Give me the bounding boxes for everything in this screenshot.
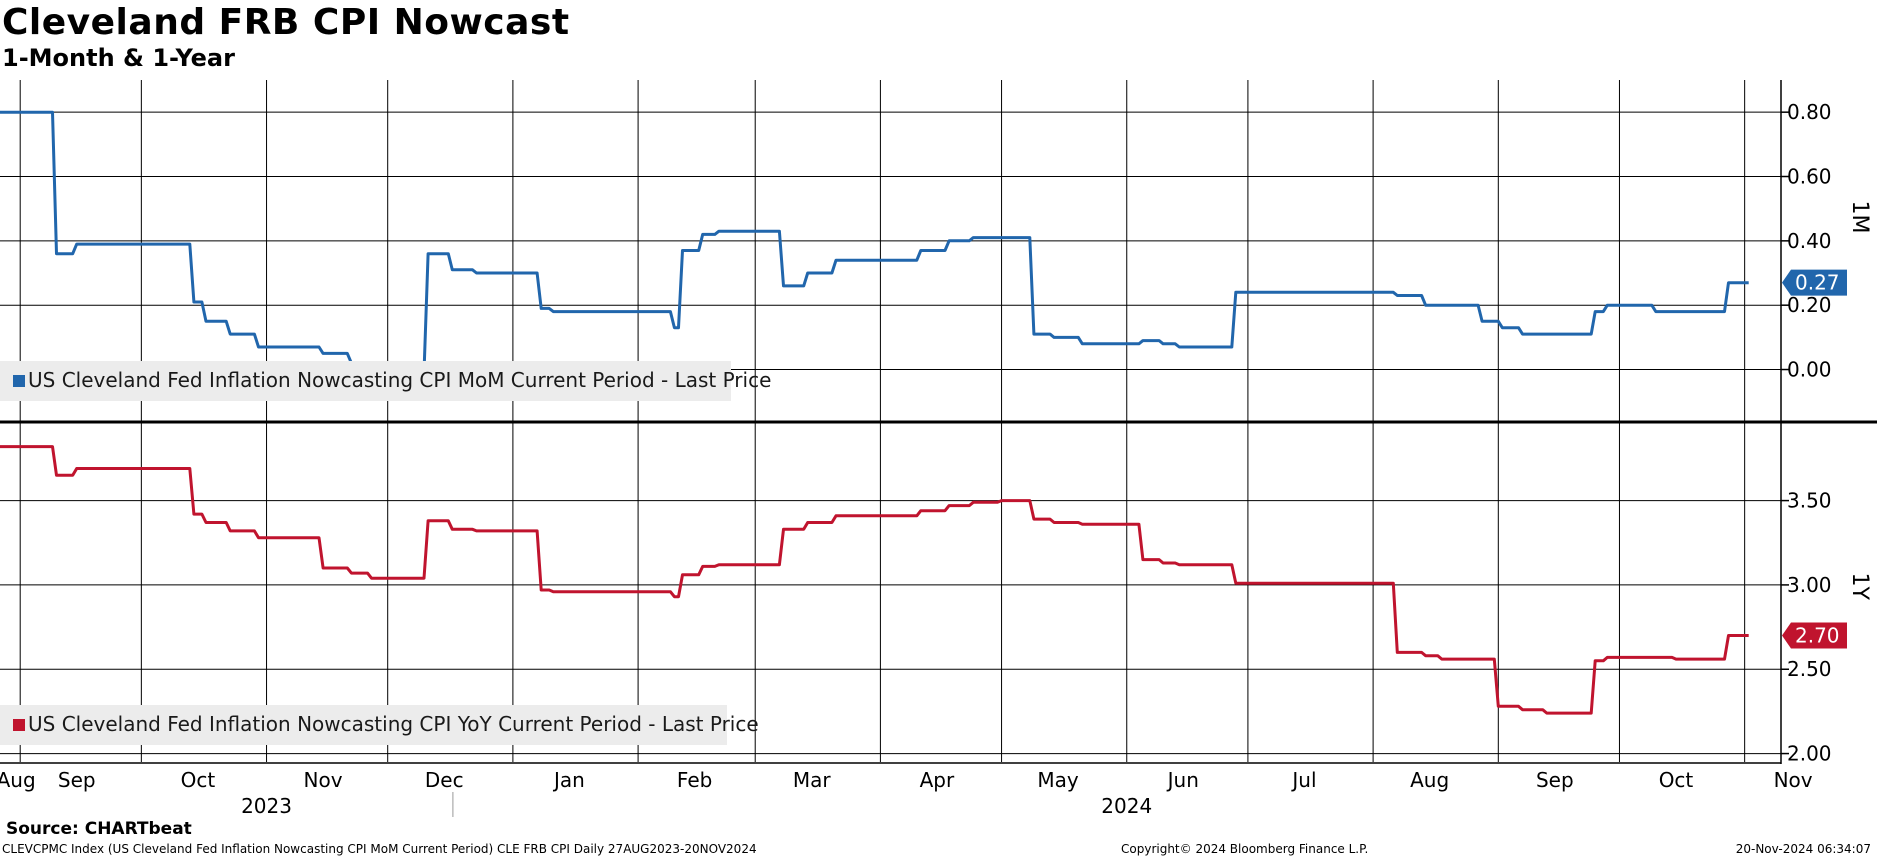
yoy-panel-label: 1Y [1847,573,1872,601]
x-month-label-10: Jun [1166,768,1199,792]
mom-last-value-tag [1782,269,1847,296]
yoy-legend-text: US Cleveland Fed Inflation Nowcasting CP… [28,712,759,736]
yoy-ytick-label-1: 3.00 [1787,573,1832,597]
yoy-last-value-label: 2.70 [1795,624,1840,648]
x-month-label-2: Oct [181,768,216,792]
x-month-label-14: Oct [1659,768,1694,792]
x-month-label-6: Feb [677,768,712,792]
yoy-series-line [0,445,1749,715]
yoy-legend-box [0,705,727,745]
yoy-ytick-label-0: 3.50 [1787,489,1832,513]
mom-ytick-label-3: 0.20 [1787,293,1832,317]
x-year-label-0: 2023 [241,794,292,818]
mom-ytick-label-4: 0.00 [1787,358,1832,382]
yoy-ytick-label-2: 2.50 [1787,657,1832,681]
x-month-label-9: May [1037,768,1079,792]
mom-series-line [0,110,1749,375]
mom-legend-box [0,361,731,401]
x-month-label-7: Mar [793,768,832,792]
x-month-label-15: Nov [1774,768,1813,792]
footer-index-description: CLEVCPMC Index (US Cleveland Fed Inflati… [2,842,757,856]
mom-legend-swatch [13,375,25,387]
x-month-label-1: Sep [58,768,96,792]
mom-ytick-label-0: 0.80 [1787,100,1832,124]
x-month-label-12: Aug [1410,768,1449,792]
mom-ytick-label-2: 0.40 [1787,229,1832,253]
mom-panel-label: 1M [1847,201,1872,234]
mom-ytick-label-1: 0.60 [1787,165,1832,189]
footer-timestamp: 20-Nov-2024 06:34:07 [1735,842,1871,856]
cpi-nowcast-chart: 0.80 0.60 0.40 0.20 0.00 0.27 1M US Cleveland F… [0,80,1877,818]
x-month-label-13: Sep [1536,768,1574,792]
footer-copyright: Copyright© 2024 Bloomberg Finance L.P. [1121,842,1369,856]
chart-subtitle: 1-Month & 1-Year [2,44,235,72]
source-note: Source: CHARTbeat [6,819,192,839]
mom-last-value-label: 0.27 [1795,271,1840,295]
chart-title: Cleveland FRB CPI Nowcast [2,2,570,43]
mom-legend-text: US Cleveland Fed Inflation Nowcasting CP… [28,368,771,392]
yoy-last-value-tag [1782,622,1847,649]
x-month-label-4: Dec [425,768,464,792]
x-month-label-8: Apr [920,768,955,792]
x-month-label-11: Jul [1290,768,1316,792]
x-month-label-5: Jan [552,768,585,792]
yoy-ytick-label-3: 2.00 [1787,742,1832,766]
yoy-legend-swatch [13,719,25,731]
x-month-label-0: Aug [0,768,36,792]
x-year-label-1: 2024 [1101,794,1152,818]
x-month-label-3: Nov [304,768,343,792]
